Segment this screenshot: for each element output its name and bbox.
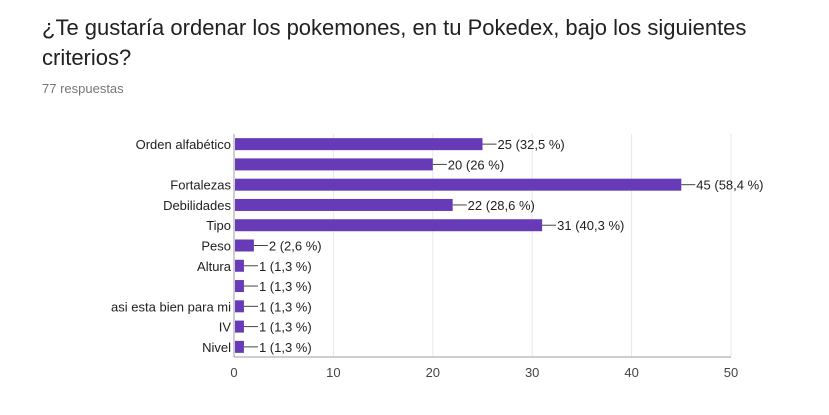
category-label: IV <box>219 320 232 335</box>
category-label: Altura <box>197 259 232 274</box>
bar <box>235 300 244 313</box>
value-label: 2 (2,6 %) <box>269 239 322 254</box>
value-label: 31 (40,3 %) <box>557 218 624 233</box>
value-label: 22 (28,6 %) <box>468 198 535 213</box>
bar <box>235 158 433 171</box>
category-label: Fortalezas <box>170 178 231 193</box>
category-label: Tipo <box>206 218 231 233</box>
value-label: 25 (32,5 %) <box>498 137 565 152</box>
question-title: ¿Te gustaría ordenar los pokemones, en t… <box>42 15 747 70</box>
value-label: 1 (1,3 %) <box>259 340 312 355</box>
x-tick-label: 0 <box>230 365 237 380</box>
x-tick-label: 40 <box>624 365 638 380</box>
x-axis-ticks: 0 10 20 30 40 50 <box>230 365 738 380</box>
value-label: 1 (1,3 %) <box>259 279 312 294</box>
value-labels: 25 (32,5 %) 20 (26 %) 45 (58,4 %) 22 (28,6 … <box>243 137 764 355</box>
bar <box>235 239 254 252</box>
category-label: Debilidades <box>163 198 231 213</box>
bar <box>235 320 244 333</box>
value-label: 1 (1,3 %) <box>259 259 312 274</box>
grid-lines <box>233 134 732 358</box>
bar <box>235 138 483 151</box>
bar <box>235 178 682 191</box>
value-label: 20 (26 %) <box>448 157 504 172</box>
bar <box>235 219 543 232</box>
response-count: 77 respuestas <box>42 81 124 96</box>
category-label: Nivel <box>202 340 231 355</box>
category-label: Orden alfabético <box>136 137 231 152</box>
bars <box>235 138 682 353</box>
value-label: 45 (58,4 %) <box>696 178 763 193</box>
x-tick-label: 50 <box>724 365 738 380</box>
category-label: asi esta bien para mi <box>111 299 231 314</box>
x-tick-label: 10 <box>326 365 340 380</box>
bar <box>235 280 244 293</box>
category-labels: Orden alfabético Fortalezas Debilidades Tip… <box>111 137 232 355</box>
bar <box>235 340 244 353</box>
x-tick-label: 20 <box>426 365 440 380</box>
bar <box>235 259 244 272</box>
value-label: 1 (1,3 %) <box>259 299 312 314</box>
x-tick-label: 30 <box>525 365 539 380</box>
value-label: 1 (1,3 %) <box>259 320 312 335</box>
bar <box>235 198 453 211</box>
category-label: Peso <box>201 239 231 254</box>
